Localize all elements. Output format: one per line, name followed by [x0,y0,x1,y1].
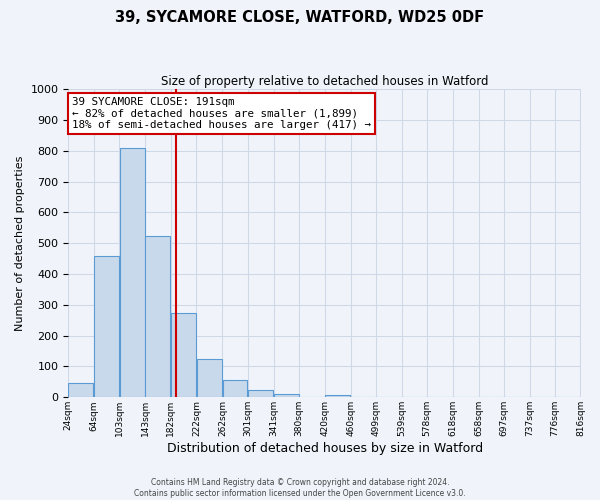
Y-axis label: Number of detached properties: Number of detached properties [15,156,25,331]
Title: Size of property relative to detached houses in Watford: Size of property relative to detached ho… [161,75,488,88]
Bar [325,395,350,398]
Bar [68,383,94,398]
Bar [274,394,299,398]
Bar [145,236,170,398]
Bar [94,256,119,398]
Bar [223,380,247,398]
Text: 39, SYCAMORE CLOSE, WATFORD, WD25 0DF: 39, SYCAMORE CLOSE, WATFORD, WD25 0DF [115,10,485,25]
Text: 39 SYCAMORE CLOSE: 191sqm
← 82% of detached houses are smaller (1,899)
18% of se: 39 SYCAMORE CLOSE: 191sqm ← 82% of detac… [72,97,371,130]
X-axis label: Distribution of detached houses by size in Watford: Distribution of detached houses by size … [167,442,483,455]
Bar [248,390,273,398]
Text: Contains HM Land Registry data © Crown copyright and database right 2024.
Contai: Contains HM Land Registry data © Crown c… [134,478,466,498]
Bar [171,312,196,398]
Bar [197,359,221,398]
Bar [119,148,145,398]
